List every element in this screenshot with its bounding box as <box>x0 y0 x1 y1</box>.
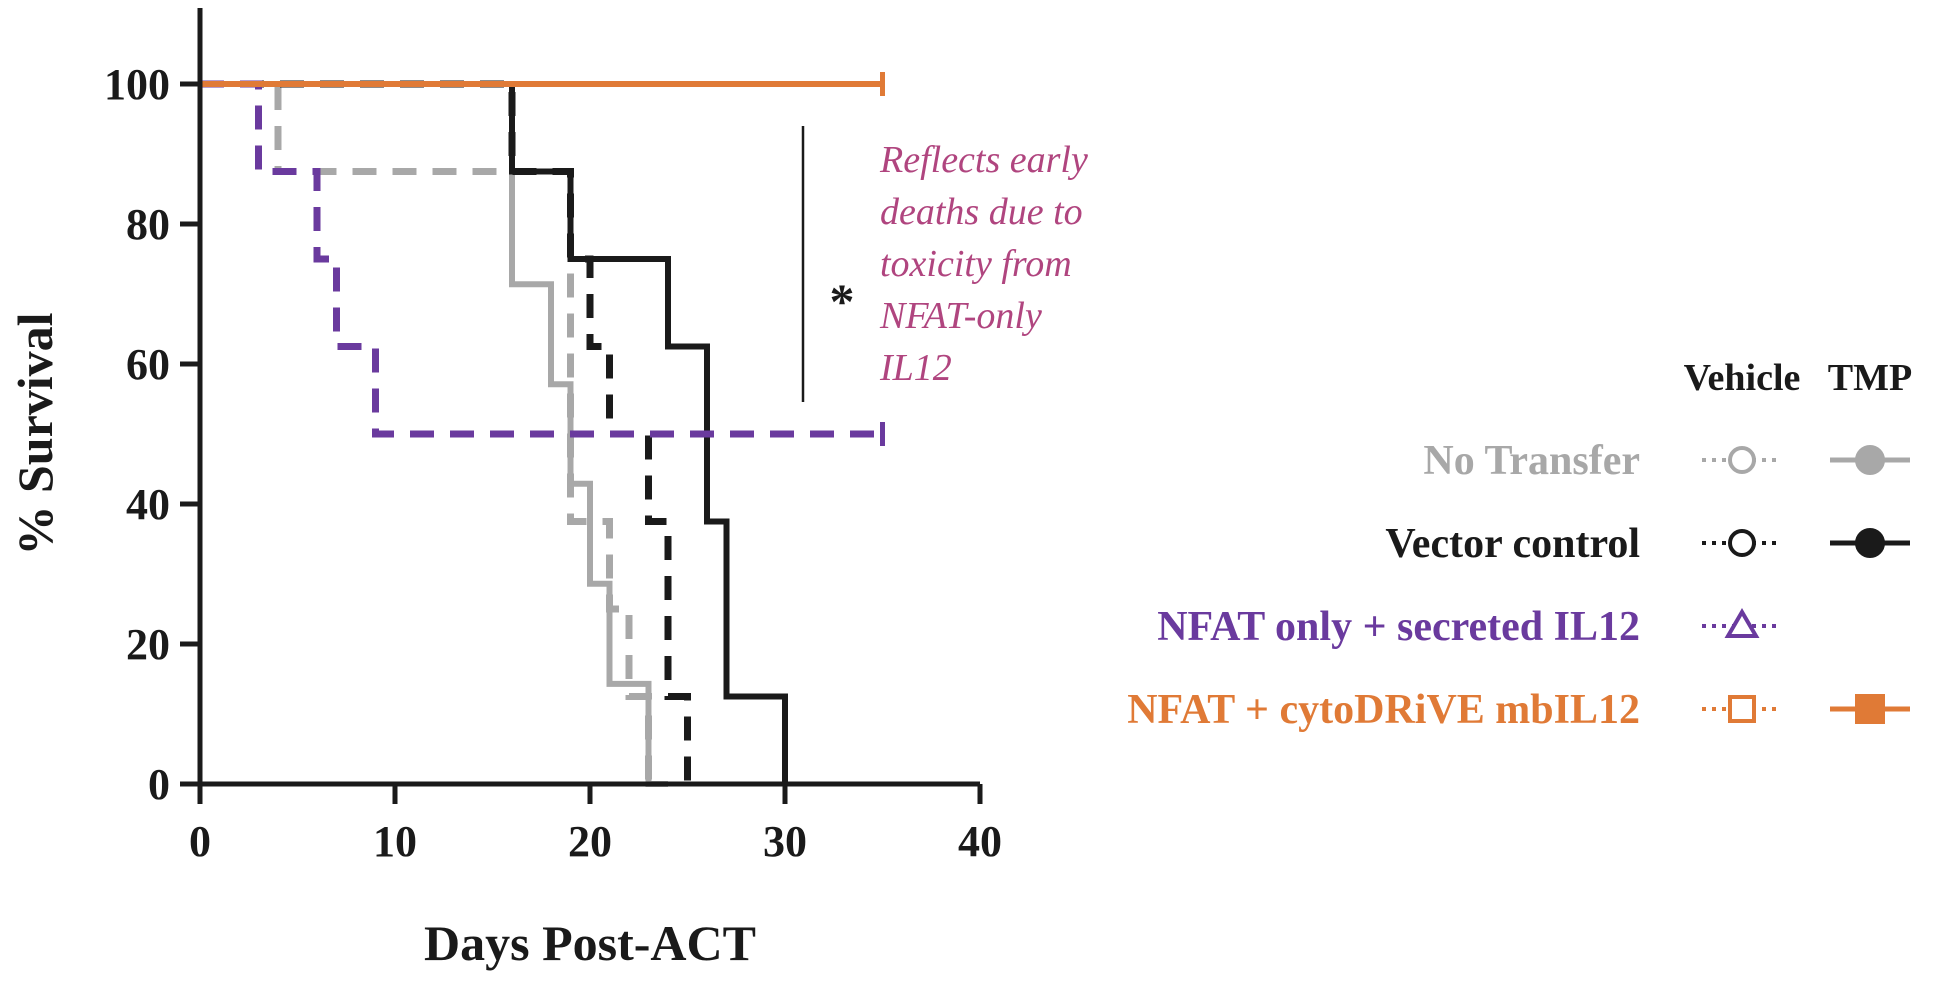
x-tick-label-0: 0 <box>189 817 211 866</box>
legend-vehicle-marker-3 <box>1728 695 1756 723</box>
legend-header-tmp: TMP <box>1828 357 1912 399</box>
legend-header-vehicle: Vehicle <box>1684 357 1801 399</box>
legend-vehicle-marker-2 <box>1724 608 1760 638</box>
x-axis-label: Days Post-ACT <box>424 915 756 971</box>
legend-label-0: No Transfer <box>1423 438 1640 484</box>
series-line-0 <box>200 80 652 784</box>
annotation-line-4: IL12 <box>879 347 952 389</box>
legend-vehicle-marker-0 <box>1728 446 1756 474</box>
y-tick-label-2: 40 <box>126 480 170 529</box>
annotation-layer: Reflects early deaths due to toxicity from… <box>801 126 1088 402</box>
legend-label-2: NFAT only + secreted IL12 <box>1157 604 1640 650</box>
legend-label-1: Vector control <box>1385 521 1640 567</box>
series-layer <box>200 72 885 787</box>
y-tick-label-5: 100 <box>104 60 170 109</box>
x-tick-label-3: 30 <box>763 817 807 866</box>
series-line-3 <box>200 81 788 784</box>
y-axis-label: % Survival <box>7 312 63 555</box>
annotation-line-1: deaths due to <box>880 191 1083 233</box>
legend-tmp-marker-3 <box>1855 694 1885 724</box>
annotation-line-0: Reflects early <box>879 139 1088 181</box>
axes-layer: 0 10 20 30 40 0 20 40 60 80 100 Days Post-ACT % Surv… <box>7 8 1002 971</box>
legend-tmp-marker-0 <box>1855 445 1885 475</box>
legend-tmp-marker-1 <box>1855 528 1885 558</box>
legend-vehicle-marker-1 <box>1728 529 1756 557</box>
y-tick-label-1: 20 <box>126 620 170 669</box>
x-tick-label-1: 10 <box>373 817 417 866</box>
y-tick-label-0: 0 <box>148 760 170 809</box>
legend: Vehicle TMP No Transfer Vector control NFAT … <box>1127 357 1912 733</box>
significance-star: * <box>830 273 855 329</box>
y-tick-label-3: 60 <box>126 340 170 389</box>
x-tick-label-2: 20 <box>568 817 612 866</box>
annotation-line-3: NFAT-only <box>879 295 1042 337</box>
y-tick-label-4: 80 <box>126 200 170 249</box>
legend-label-3: NFAT + cytoDRiVE mbIL12 <box>1127 687 1640 733</box>
annotation-line-2: toxicity from <box>880 243 1072 285</box>
series-line-4 <box>200 80 883 438</box>
x-tick-label-4: 40 <box>958 817 1002 866</box>
